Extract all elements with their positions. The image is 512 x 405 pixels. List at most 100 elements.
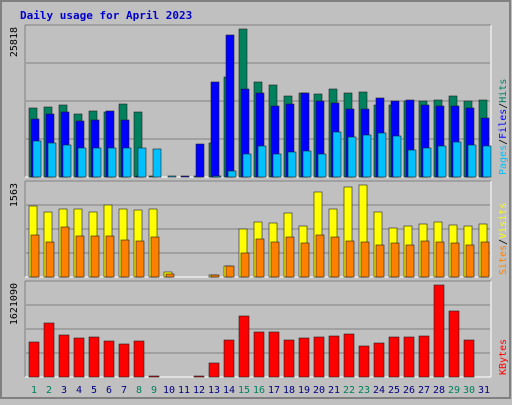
x-tick-label-day-15: 15 [238,385,250,396]
bar-pages-day-1 [32,140,42,178]
x-tick-label-day-23: 23 [358,385,370,396]
legend-separator: / [498,103,509,109]
x-tick-label-day-27: 27 [418,385,430,396]
bar-kbytes-day-18 [283,339,295,378]
bar-sites-day-30 [465,244,475,278]
bar-sites-day-5 [90,235,100,278]
legend-entry: KBytes [498,339,509,375]
bar-kbytes-day-14 [223,339,235,378]
bar-pages-day-7 [122,147,132,178]
x-tick-label-day-11: 11 [178,385,190,396]
bar-sites-day-16 [255,238,265,278]
bar-files-day-13 [210,81,220,178]
chart-title: Daily usage for April 2023 [20,9,192,22]
bar-kbytes-day-17 [268,331,280,378]
bar-pages-day-26 [407,149,417,178]
x-tick-label-day-18: 18 [283,385,295,396]
panel-kbytes: 1621090 KBytes [9,280,509,378]
x-tick-label-day-13: 13 [208,385,220,396]
legend-separator: / [498,139,509,145]
x-tick-label-day-20: 20 [313,385,325,396]
bar-pages-day-31 [482,145,492,178]
y-max-label: 1563 [9,183,20,207]
bar-kbytes-day-12 [193,375,205,378]
bar-kbytes-day-23 [358,345,370,378]
bar-kbytes-day-27 [418,335,430,378]
bar-pages-day-2 [47,142,57,178]
bar-kbytes-day-29 [448,310,460,378]
x-tick-label-day-4: 4 [76,385,82,396]
x-axis-labels: 1 2 3 4 5 6 7 8 9 10 11 12 13 14 15 16 17 18 19 20 21 22 23 24 2… [31,385,490,396]
x-tick-label-day-28: 28 [433,385,445,396]
bar-sites-day-22 [345,240,355,278]
bar-pages-day-28 [437,145,447,178]
x-tick-label-day-26: 26 [403,385,415,396]
bar-sites-day-2 [45,241,55,278]
legend: Sites/Visits [498,203,509,275]
bar-files-day-11 [180,175,190,178]
bar-pages-day-8 [137,147,147,178]
bar-sites-day-15 [240,252,250,278]
bar-pages-day-18 [287,151,297,178]
bar-kbytes-day-15 [238,315,250,378]
bar-sites-day-13 [210,274,220,278]
bar-sites-day-14 [225,265,235,278]
bar-kbytes-day-9 [148,375,160,378]
x-tick-label-day-1: 1 [31,385,37,396]
bar-pages-day-25 [392,135,402,178]
bar-pages-day-27 [422,147,432,178]
bar-kbytes-day-26 [403,336,415,378]
bar-pages-day-20 [317,153,327,178]
legend-entry: Hits [498,79,509,103]
bar-pages-day-10 [167,175,177,178]
bar-kbytes-day-4 [73,337,85,378]
bar-kbytes-day-5 [88,336,100,378]
x-tick-label-day-17: 17 [268,385,280,396]
bar-kbytes-day-2 [43,322,55,378]
bar-kbytes-day-21 [328,335,340,378]
bar-pages-day-6 [107,147,117,178]
bar-files-day-14 [225,34,235,178]
bar-pages-day-23 [362,134,372,178]
bar-sites-day-18 [285,236,295,278]
bar-kbytes-day-25 [388,336,400,378]
legend: KBytes [498,339,509,375]
bar-sites-day-8 [135,240,145,278]
bar-sites-day-19 [300,242,310,278]
bar-sites-day-29 [450,242,460,278]
bar-kbytes-day-28 [433,284,445,378]
legend-entry: Files [498,109,509,139]
bar-sites-day-26 [405,244,415,278]
y-max-label: 1621090 [9,283,20,325]
bar-kbytes-day-7 [118,343,130,378]
bar-sites-day-7 [120,239,130,278]
bar-sites-day-28 [435,241,445,278]
x-tick-label-day-22: 22 [343,385,355,396]
bar-kbytes-day-30 [463,339,475,378]
bar-sites-day-20 [315,234,325,278]
x-tick-label-day-12: 12 [193,385,205,396]
bar-kbytes-day-8 [133,340,145,378]
x-tick-label-day-24: 24 [373,385,385,396]
x-tick-label-day-6: 6 [106,385,112,396]
panel-visits-sites: 1563 Sites/Visits [9,180,509,278]
bar-pages-day-9 [152,148,162,178]
bar-pages-day-29 [452,141,462,178]
legend-entry: Sites [498,245,509,275]
legend-separator: / [498,239,509,245]
bar-sites-day-6 [105,235,115,278]
bar-pages-day-3 [62,144,72,178]
x-tick-label-day-31: 31 [478,385,490,396]
x-tick-label-day-8: 8 [136,385,142,396]
x-tick-label-day-10: 10 [163,385,175,396]
bar-kbytes-day-22 [343,333,355,378]
bar-sites-day-17 [270,241,280,278]
bar-pages-day-16 [257,145,267,178]
bar-sites-day-10 [165,273,175,278]
bar-pages-day-21 [332,131,342,178]
bar-sites-day-9 [150,236,160,278]
bar-sites-day-4 [75,235,85,278]
